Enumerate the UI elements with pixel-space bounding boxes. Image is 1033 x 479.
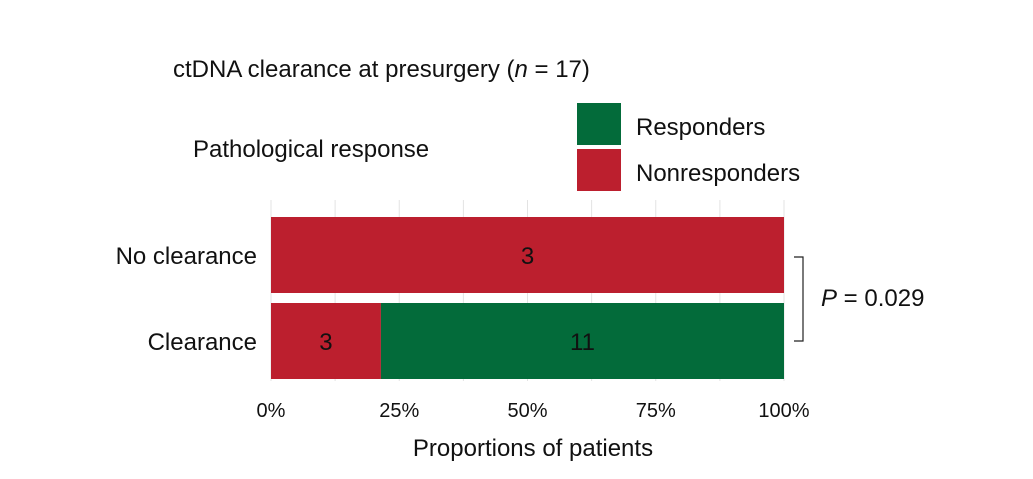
y-axis-labels: No clearance Clearance: [116, 243, 257, 356]
x-axis-tick-label: 100%: [758, 400, 809, 422]
bar-value-label: 3: [319, 329, 332, 356]
legend-title: Pathological response: [193, 136, 429, 163]
y-axis-label: No clearance: [116, 243, 257, 270]
p-value-italic: P: [821, 285, 837, 312]
bars: [271, 217, 784, 379]
p-value-annotation: P = 0.029: [821, 285, 924, 312]
x-axis-tick-label: 50%: [507, 400, 547, 422]
title-italic: n: [514, 56, 527, 83]
title-suffix: = 17): [528, 56, 590, 83]
p-value-text: = 0.029: [837, 285, 924, 312]
legend-swatch-nonresponders: [577, 149, 621, 191]
x-axis-ticks: 0% 25% 50% 75% 100%: [257, 400, 810, 422]
legend-label-nonresponders: Nonresponders: [636, 160, 800, 187]
bar-value-label: 11: [570, 329, 595, 356]
x-axis-tick-label: 75%: [636, 400, 676, 422]
bar-segment-nonresponders: [271, 217, 784, 293]
y-axis-label: Clearance: [148, 329, 257, 356]
significance-bracket: [794, 256, 804, 342]
legend-label-responders: Responders: [636, 114, 765, 141]
x-axis-tick-label: 0%: [257, 400, 286, 422]
legend-swatch-responders: [577, 103, 621, 145]
chart-title: ctDNA clearance at presurgery (n = 17): [173, 56, 590, 83]
bar-value-label: 3: [521, 243, 534, 270]
bar-segment-responders: [380, 303, 784, 379]
title-prefix: ctDNA clearance at presurgery (: [173, 56, 514, 83]
bar-segment-nonresponders: [271, 303, 381, 379]
bar-labels: 3 3 11: [319, 243, 595, 356]
x-axis-tick-label: 25%: [379, 400, 419, 422]
x-axis-title: Proportions of patients: [413, 435, 653, 462]
